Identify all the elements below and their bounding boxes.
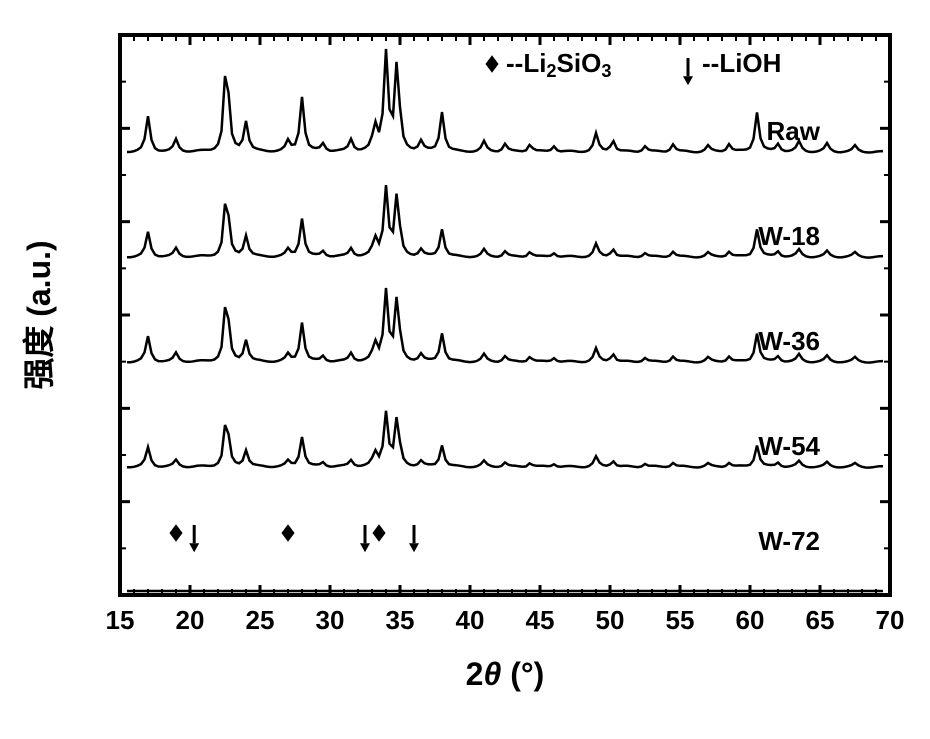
svg-text:20: 20 — [176, 605, 205, 635]
svg-text:70: 70 — [876, 605, 905, 635]
svg-text:45: 45 — [526, 605, 555, 635]
svg-text:55: 55 — [666, 605, 695, 635]
legend-li2sio3: --Li2SiO3 — [506, 48, 611, 81]
svg-text:15: 15 — [106, 605, 135, 635]
trace-label: W-72 — [758, 526, 820, 556]
svg-text:40: 40 — [456, 605, 485, 635]
svg-text:65: 65 — [806, 605, 835, 635]
trace-label: W-18 — [758, 221, 820, 251]
trace-label: W-54 — [758, 431, 820, 461]
svg-text:50: 50 — [596, 605, 625, 635]
legend-lioh: --LiOH — [702, 48, 781, 78]
svg-text:30: 30 — [316, 605, 345, 635]
svg-text:60: 60 — [736, 605, 765, 635]
trace-label: Raw — [767, 116, 821, 146]
svg-text:强度 (a.u.): 强度 (a.u.) — [21, 240, 57, 389]
svg-text:35: 35 — [386, 605, 415, 635]
trace-label: W-36 — [758, 326, 820, 356]
svg-text:2θ (°): 2θ (°) — [466, 656, 545, 692]
svg-text:25: 25 — [246, 605, 275, 635]
